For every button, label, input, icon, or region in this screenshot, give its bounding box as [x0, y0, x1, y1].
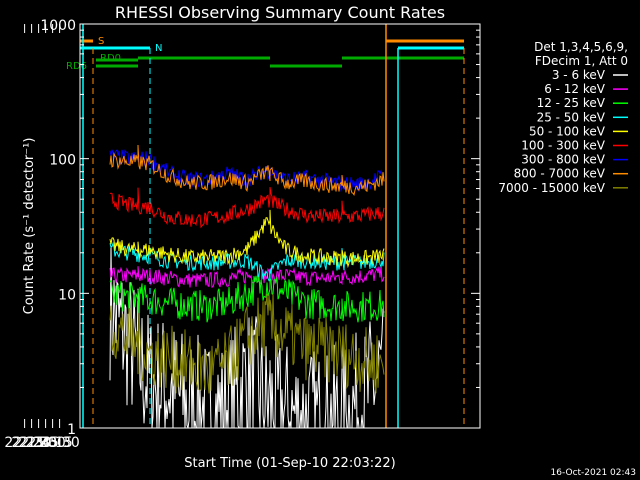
series-line — [109, 293, 385, 394]
series-line — [109, 149, 385, 194]
timestamp: 16-Oct-2021 02:43 — [551, 468, 636, 478]
plot-area: S N RD0 RD6 1 10 100 1000 22:1522:3022:4523:002… — [4, 18, 481, 451]
legend-entry-label: 6 - 12 keV — [544, 82, 606, 96]
x-tick-label: 23:30 — [39, 435, 79, 451]
flag-label-n: N — [155, 43, 162, 54]
legend-entry-label: 800 - 7000 keV — [514, 167, 606, 181]
x-tick-label: 23:00 — [25, 435, 65, 451]
series-line — [109, 265, 385, 288]
legend: Det 1,3,4,5,6,9, FDecim 1, Att 0 3 - 6 k… — [498, 40, 628, 195]
flag-label-rd6: RD6 — [66, 61, 87, 72]
legend-header-line-1: Det 1,3,4,5,6,9, — [534, 40, 628, 54]
y-tick-label: 1000 — [40, 18, 76, 34]
series-line — [109, 275, 385, 323]
legend-entry-label: 12 - 25 keV — [537, 96, 606, 110]
legend-entry-label: 100 - 300 keV — [521, 139, 605, 153]
flag-layer: S N RD0 RD6 — [66, 24, 465, 428]
y-tick-label: 10 — [58, 287, 76, 303]
series-line — [109, 144, 385, 196]
x-tick-label: 23:15 — [32, 435, 72, 451]
chart-title: RHESSI Observing Summary Count Rates — [115, 3, 445, 22]
x-tick-label: 22:45 — [18, 435, 58, 451]
legend-entry-label: 25 - 50 keV — [537, 110, 606, 124]
legend-entry-label: 50 - 100 keV — [529, 124, 606, 138]
x-tick-label: 22:15 — [4, 435, 44, 451]
x-tick-label: 22:30 — [11, 435, 51, 451]
flag-label-rd0: RD0 — [100, 53, 121, 64]
legend-header-line-2: FDecim 1, Att 0 — [535, 54, 628, 68]
series-layer — [109, 144, 385, 429]
y-tick-label: 100 — [49, 153, 76, 169]
flag-label-s: S — [98, 36, 104, 47]
legend-entry-label: 7000 - 15000 keV — [498, 181, 605, 195]
series-line — [109, 187, 385, 229]
plot-frame — [79, 23, 481, 429]
series-line — [109, 209, 385, 269]
y-tick-label: 1 — [67, 422, 76, 438]
legend-entry-label: 300 - 800 keV — [521, 153, 605, 167]
x-axis-label: Start Time (01-Sep-10 22:03:22) — [184, 456, 395, 471]
legend-entry-label: 3 - 6 keV — [552, 68, 606, 82]
y-axis-label: Count Rate (s⁻¹ detector⁻¹) — [22, 138, 37, 315]
